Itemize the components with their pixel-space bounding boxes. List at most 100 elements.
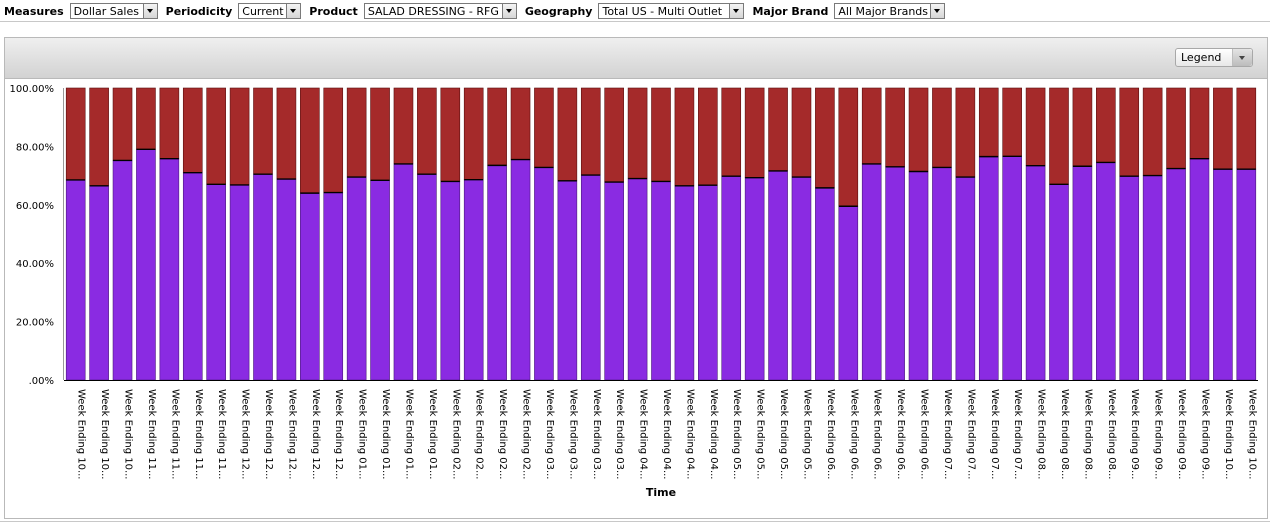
legend-dropdown[interactable]: Legend (1175, 48, 1253, 67)
bar-segment-top[interactable] (1096, 87, 1116, 163)
bar-segment-bottom[interactable] (417, 173, 437, 381)
bar-segment-bottom[interactable] (393, 163, 414, 381)
bar-segment-top[interactable] (229, 87, 250, 186)
bar-segment-bottom[interactable] (791, 176, 812, 381)
bar-segment-bottom[interactable] (721, 175, 742, 381)
bar-segment-bottom[interactable] (253, 173, 273, 381)
bar-segment-bottom[interactable] (768, 170, 788, 381)
bar-segment-bottom[interactable] (908, 171, 929, 381)
bar-segment-top[interactable] (791, 87, 812, 178)
bar-segment-top[interactable] (1072, 87, 1093, 167)
bar-segment-bottom[interactable] (557, 180, 578, 381)
bar-segment-bottom[interactable] (300, 192, 320, 381)
bar-segment-bottom[interactable] (698, 184, 718, 381)
bar-segment-top[interactable] (1002, 87, 1022, 157)
bar-segment-top[interactable] (136, 87, 156, 150)
bar-segment-bottom[interactable] (1096, 162, 1116, 381)
bar-segment-bottom[interactable] (534, 167, 554, 381)
bar-segment-bottom[interactable] (744, 177, 765, 381)
chevron-down-icon[interactable] (142, 4, 157, 18)
bar-segment-bottom[interactable] (604, 181, 624, 381)
bar-segment-top[interactable] (393, 87, 414, 165)
bar-segment-bottom[interactable] (89, 185, 109, 381)
bar-segment-bottom[interactable] (112, 160, 133, 381)
bar-segment-top[interactable] (370, 87, 390, 181)
bar-segment-bottom[interactable] (136, 149, 156, 381)
chevron-down-icon[interactable] (286, 4, 301, 18)
bar-segment-top[interactable] (253, 87, 273, 175)
chevron-down-icon[interactable] (501, 4, 516, 18)
bar-segment-top[interactable] (908, 87, 929, 172)
bar-segment-top[interactable] (276, 87, 297, 180)
bar-segment-bottom[interactable] (1189, 158, 1210, 381)
bar-segment-top[interactable] (534, 87, 554, 168)
bar-segment-bottom[interactable] (955, 176, 976, 381)
bar-segment-top[interactable] (1025, 87, 1046, 166)
bar-segment-bottom[interactable] (932, 167, 952, 381)
bar-segment-bottom[interactable] (229, 184, 250, 381)
bar-segment-top[interactable] (346, 87, 367, 178)
bar-segment-top[interactable] (1119, 87, 1140, 177)
bar-segment-top[interactable] (698, 87, 718, 186)
bar-segment-bottom[interactable] (1236, 168, 1257, 381)
bar-segment-top[interactable] (627, 87, 648, 179)
periodicity-select[interactable]: Current (238, 3, 302, 19)
bar-segment-bottom[interactable] (323, 192, 344, 381)
bar-segment-top[interactable] (89, 87, 109, 187)
bar-segment-bottom[interactable] (1166, 168, 1186, 381)
bar-segment-bottom[interactable] (1072, 165, 1093, 381)
bar-segment-bottom[interactable] (276, 178, 297, 381)
product-select[interactable]: SALAD DRESSING - RFG (363, 3, 517, 19)
bar-segment-top[interactable] (838, 87, 859, 207)
bar-segment-bottom[interactable] (861, 163, 882, 381)
bar-segment-top[interactable] (978, 87, 999, 157)
bar-segment-top[interactable] (955, 87, 976, 178)
bar-segment-bottom[interactable] (510, 159, 531, 381)
bar-segment-bottom[interactable] (1213, 168, 1233, 381)
bar-segment-top[interactable] (65, 87, 86, 181)
bar-segment-bottom[interactable] (370, 179, 390, 381)
bar-segment-top[interactable] (651, 87, 671, 182)
bar-segment-top[interactable] (206, 87, 226, 185)
bar-segment-bottom[interactable] (1025, 165, 1046, 381)
geography-select[interactable]: Total US - Multi Outlet (598, 3, 745, 19)
bar-segment-top[interactable] (112, 87, 133, 161)
bar-segment-bottom[interactable] (1002, 156, 1022, 381)
bar-segment-top[interactable] (932, 87, 952, 168)
bar-segment-top[interactable] (580, 87, 601, 176)
bar-segment-top[interactable] (323, 87, 344, 193)
major-brand-select[interactable]: All Major Brands (834, 3, 946, 19)
bar-segment-bottom[interactable] (159, 158, 180, 381)
bar-segment-top[interactable] (861, 87, 882, 165)
bar-segment-top[interactable] (487, 87, 507, 166)
bar-segment-bottom[interactable] (1119, 175, 1140, 381)
bar-segment-bottom[interactable] (651, 181, 671, 381)
bar-segment-top[interactable] (417, 87, 437, 175)
bar-segment-bottom[interactable] (627, 178, 648, 381)
bar-segment-bottom[interactable] (885, 166, 905, 381)
bar-segment-bottom[interactable] (815, 187, 835, 381)
bar-segment-top[interactable] (674, 87, 695, 187)
bar-segment-top[interactable] (1049, 87, 1069, 185)
bar-segment-bottom[interactable] (182, 172, 203, 381)
bar-segment-top[interactable] (1213, 87, 1233, 170)
chevron-down-icon[interactable] (930, 4, 945, 18)
bar-segment-top[interactable] (510, 87, 531, 160)
bar-segment-top[interactable] (182, 87, 203, 173)
bar-segment-top[interactable] (300, 87, 320, 194)
bar-segment-top[interactable] (159, 87, 180, 159)
bar-segment-top[interactable] (815, 87, 835, 189)
bar-segment-bottom[interactable] (487, 165, 507, 381)
bar-segment-top[interactable] (463, 87, 484, 180)
bar-segment-top[interactable] (1236, 87, 1257, 170)
bar-segment-bottom[interactable] (440, 181, 461, 381)
bar-segment-bottom[interactable] (580, 174, 601, 381)
bar-segment-top[interactable] (744, 87, 765, 178)
bar-segment-top[interactable] (604, 87, 624, 183)
bar-segment-bottom[interactable] (346, 176, 367, 381)
bar-segment-bottom[interactable] (1049, 184, 1069, 381)
bar-segment-bottom[interactable] (674, 185, 695, 381)
bar-segment-top[interactable] (557, 87, 578, 182)
bar-segment-top[interactable] (721, 87, 742, 177)
bar-segment-bottom[interactable] (463, 179, 484, 381)
